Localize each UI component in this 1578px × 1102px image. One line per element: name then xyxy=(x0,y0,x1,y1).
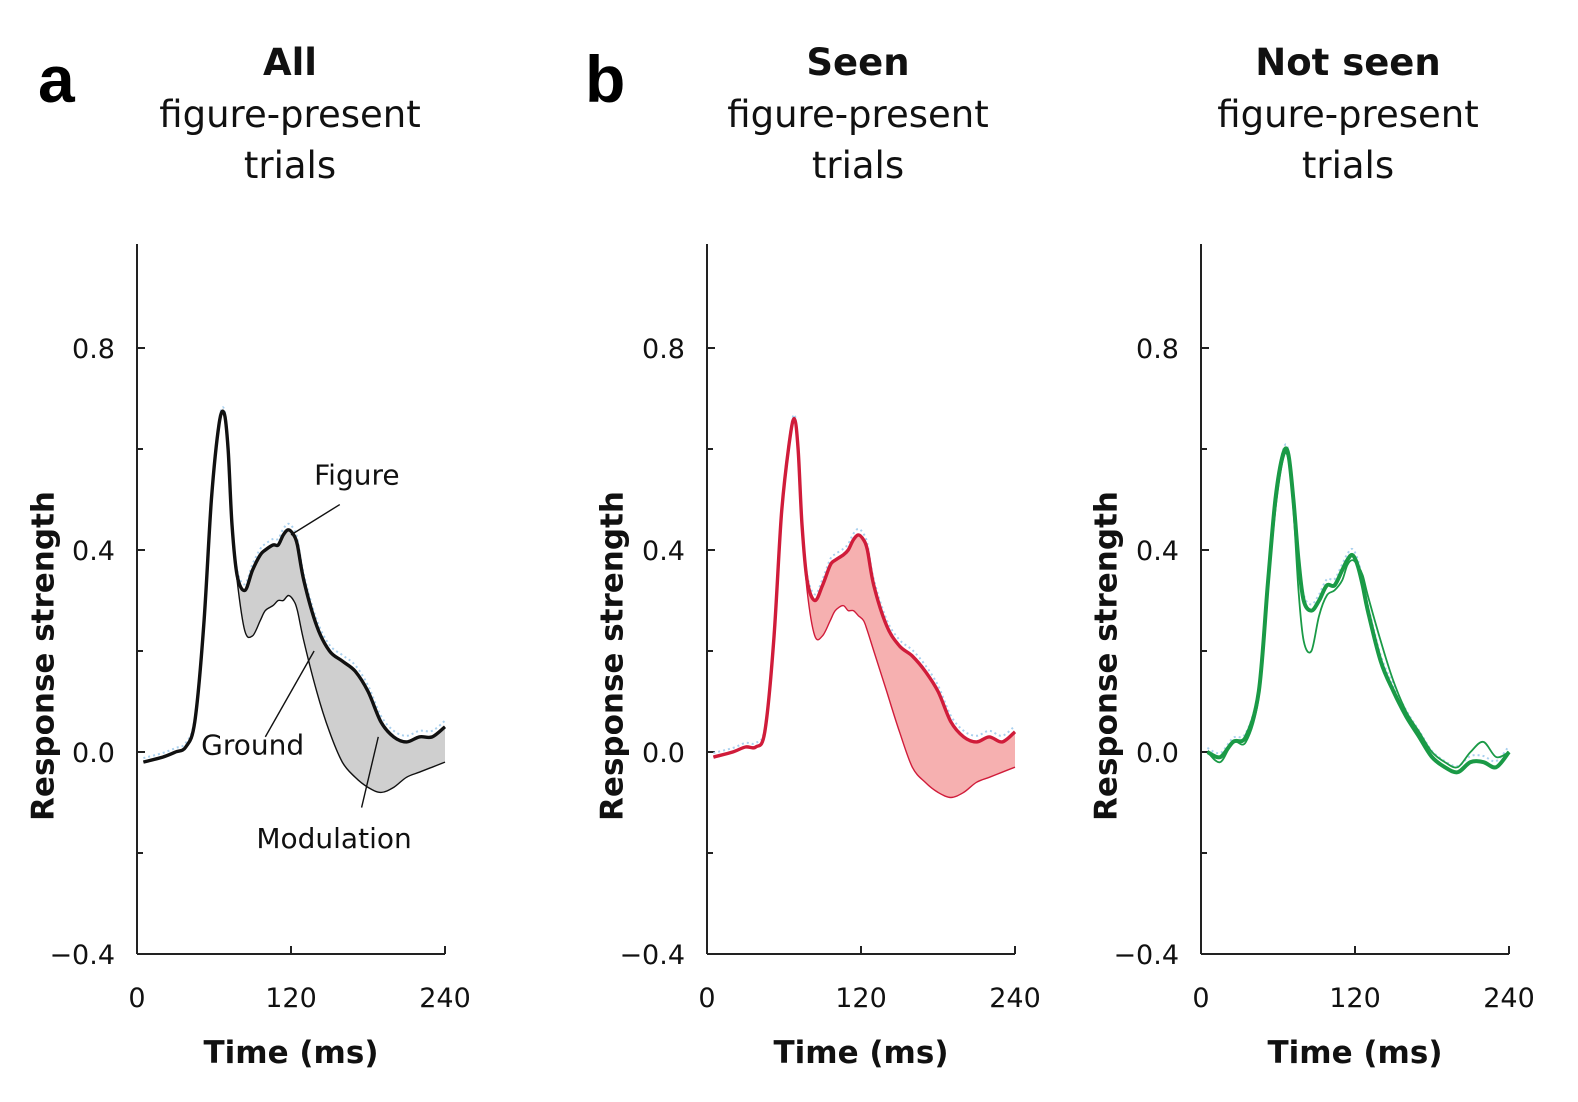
chart-title-line-1: figure-present xyxy=(727,93,988,136)
panel-letter-a: a xyxy=(38,42,76,116)
chart-title-bold: Seen xyxy=(806,41,909,84)
x-tick-label: 0 xyxy=(1192,983,1209,1014)
x-tick-label: 240 xyxy=(1483,983,1535,1014)
annotation-leader xyxy=(360,736,379,808)
x-tick-label: 240 xyxy=(419,983,471,1014)
chart-title-bold: All xyxy=(263,41,317,84)
series-line-figure xyxy=(712,416,1017,759)
panel-letter-b: b xyxy=(585,42,625,116)
x-axis-label: Time (ms) xyxy=(774,1035,949,1071)
x-tick-label: 120 xyxy=(1329,983,1381,1014)
y-tick-label: −0.4 xyxy=(1113,940,1179,971)
y-axis-label: Response strength xyxy=(26,491,62,821)
annotation-label: Modulation xyxy=(256,822,411,855)
x-axis-label: Time (ms) xyxy=(1268,1035,1443,1071)
x-axis-label: Time (ms) xyxy=(204,1035,379,1071)
chart-seen-figure-present: Seen figure-present trials −0.4 0.0 0.4 0.8… xyxy=(595,41,1041,1071)
chart-title-bold: Not seen xyxy=(1255,41,1441,84)
y-axis-label: Response strength xyxy=(1089,491,1125,821)
y-tick-label: 0.0 xyxy=(642,738,685,769)
faint-trace xyxy=(713,413,1016,754)
x-tick-label: 0 xyxy=(698,983,715,1014)
chart-title-line-1: figure-present xyxy=(159,93,420,136)
y-tick-label: 0.8 xyxy=(1136,334,1179,365)
chart-title-line-2: trials xyxy=(244,144,336,187)
chart-title-line-2: trials xyxy=(1302,144,1394,187)
x-tick-label: 120 xyxy=(265,983,317,1014)
y-tick-label: 0.4 xyxy=(642,536,685,567)
chart-all-figure-present: All figure-present trials −0.4 0.0 0.4 0.8 0… xyxy=(26,41,471,1071)
y-tick-label: 0.4 xyxy=(1136,536,1179,567)
x-tick-label: 120 xyxy=(835,983,887,1014)
faint-trace xyxy=(143,406,446,760)
x-tick-label: 0 xyxy=(128,983,145,1014)
y-tick-label: 0.0 xyxy=(1136,738,1179,769)
annotation-label: Ground xyxy=(201,729,304,762)
series-line-figure xyxy=(1206,446,1511,775)
annotation-leader xyxy=(264,650,315,738)
y-axis-label: Response strength xyxy=(595,491,631,821)
y-tick-label: 0.8 xyxy=(72,334,115,365)
y-tick-label: 0.0 xyxy=(72,738,115,769)
modulation-fill xyxy=(713,418,1015,798)
series-line-figure xyxy=(142,409,447,764)
y-tick-label: 0.8 xyxy=(642,334,685,365)
x-tick-label: 240 xyxy=(989,983,1041,1014)
y-tick-label: −0.4 xyxy=(619,940,685,971)
chart-title-line-1: figure-present xyxy=(1217,93,1478,136)
y-tick-label: 0.4 xyxy=(72,536,115,567)
chart-title-line-2: trials xyxy=(812,144,904,187)
chart-not-seen-figure-present: Not seen figure-present trials −0.4 0.0 0.… xyxy=(1089,41,1535,1071)
y-tick-label: −0.4 xyxy=(49,940,115,971)
annotation-label: Figure xyxy=(314,458,400,491)
annotation-leader xyxy=(290,503,341,536)
